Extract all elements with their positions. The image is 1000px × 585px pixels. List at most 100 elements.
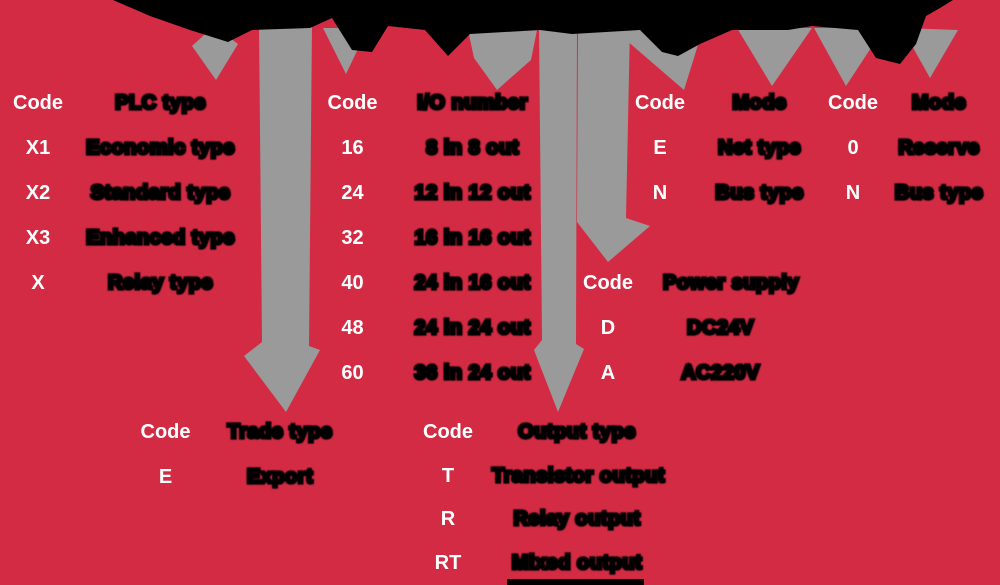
column-title: Output type [517, 420, 637, 445]
description-label: Standard type [89, 180, 232, 205]
code-cell: Code [13, 92, 63, 114]
description-cell: Relay output [492, 507, 662, 532]
description-label: Transistor output [490, 463, 666, 488]
table-header-row: Code Power supply [578, 261, 800, 306]
description-label: Bus type [893, 180, 984, 205]
description-label: Enhanced type [85, 225, 236, 250]
description-cell: Mode [883, 90, 995, 115]
description-cell: Enhanced type [78, 225, 243, 250]
description-cell: I/O number [400, 90, 545, 115]
description-label: Bus type [714, 180, 805, 205]
description-cell: Mode [702, 90, 817, 115]
table-header-row: Code Mode [825, 81, 995, 126]
description-label: AC220V [680, 360, 761, 385]
code-cell: Code [828, 92, 878, 114]
table-row: E Net type [630, 126, 817, 171]
description-label: Mixed output [510, 550, 643, 575]
code-cell: R [440, 508, 456, 531]
description-cell: Transistor output [490, 463, 666, 488]
model-text-silhouette [113, 0, 953, 64]
code-cell: N [652, 182, 668, 204]
code-cell: 48 [341, 317, 364, 339]
table-plc-type: Code PLC type X1 Economic type X2 Standard ty… [8, 81, 243, 306]
code-cell: 60 [341, 362, 364, 384]
table-row: X1 Economic type [8, 126, 243, 171]
table-row: 40 24 in 16 out [325, 261, 545, 306]
table-trade-type: Code Trade type E Export [138, 410, 350, 500]
description-cell: 36 in 24 out [400, 360, 545, 385]
description-label: Economic type [85, 135, 236, 160]
description-cell: Mixed output [492, 550, 662, 575]
code-cell: Code [327, 92, 378, 114]
description-label: 16 in 16 out [413, 225, 532, 250]
code-cell: X [31, 272, 45, 294]
description-label: 24 in 24 out [413, 315, 532, 340]
description-label: DC24V [685, 315, 755, 340]
table-header-row: Code Output type [420, 411, 662, 455]
table-power-supply: Code Power supply D DC24V A AC220V [578, 261, 800, 396]
description-cell: PLC type [78, 90, 243, 115]
table-row: E Export [138, 455, 350, 500]
description-cell: 24 in 24 out [400, 315, 545, 340]
column-title: Mode [910, 90, 967, 115]
column-title: I/O number [416, 90, 529, 115]
table-header-row: Code Trade type [138, 410, 350, 455]
description-label: Reserve [897, 135, 981, 160]
table-row: N Bus type [825, 171, 995, 216]
description-label: Relay type [106, 270, 214, 295]
code-cell: E [653, 137, 667, 159]
column-title: Power supply [661, 270, 800, 295]
code-cell: 0 [847, 137, 859, 159]
arrow-down-io-number [468, 30, 537, 90]
code-cell: A [600, 362, 616, 384]
code-cell: 32 [341, 227, 364, 249]
column-title: Mode [731, 90, 788, 115]
table-row: 16 8 in 8 out [325, 126, 545, 171]
code-cell: X2 [25, 182, 51, 204]
description-cell: Economic type [78, 135, 243, 160]
description-label: 12 in 12 out [413, 180, 532, 205]
description-label: 8 in 8 out [424, 135, 519, 160]
table-row: N Bus type [630, 171, 817, 216]
description-label: Net type [716, 135, 802, 160]
description-cell: Reserve [883, 135, 995, 160]
description-label: 36 in 24 out [413, 360, 532, 385]
code-cell: 40 [341, 272, 364, 294]
table-mode-0n: Code Mode 0 Reserve N Bus type [825, 81, 995, 216]
table-row: RT Mixed output [420, 542, 662, 585]
table-row: 60 36 in 24 out [325, 351, 545, 396]
description-cell: Output type [492, 420, 662, 445]
code-cell: X3 [25, 227, 51, 249]
table-row: X Relay type [8, 261, 243, 306]
description-cell: Bus type [702, 180, 817, 205]
table-row: 24 12 in 12 out [325, 171, 545, 216]
table-row: D DC24V [578, 306, 778, 351]
code-cell: X1 [25, 137, 51, 159]
description-cell: Export [210, 464, 350, 489]
table-header-row: Code PLC type [8, 81, 243, 126]
arrow-down-mode-en-desc [737, 28, 812, 86]
arrow-long-output-type [534, 26, 584, 412]
description-cell: Net type [702, 135, 817, 160]
code-cell: Code [423, 421, 473, 444]
description-cell: 8 in 8 out [400, 135, 545, 160]
description-cell: 24 in 16 out [400, 270, 545, 295]
code-cell: RT [434, 551, 462, 574]
description-cell: AC220V [663, 360, 778, 385]
column-title: Trade type [226, 419, 334, 444]
table-row: A AC220V [578, 351, 778, 396]
code-cell: 24 [341, 182, 364, 204]
description-cell: Bus type [883, 180, 995, 205]
code-cell: D [600, 317, 616, 339]
table-row: 32 16 in 16 out [325, 216, 545, 261]
description-cell: Relay type [78, 270, 243, 295]
code-cell: Code [635, 92, 685, 114]
code-cell: T [441, 464, 455, 487]
table-mode-en: Code Mode E Net type N Bus type [630, 81, 817, 216]
table-io-number: Code I/O number 16 8 in 8 out 24 12 in 12 out… [325, 81, 545, 396]
description-cell: DC24V [663, 315, 778, 340]
description-cell: Standard type [78, 180, 243, 205]
arrow-long-trade-type [244, 24, 320, 412]
column-title: PLC type [114, 90, 207, 115]
